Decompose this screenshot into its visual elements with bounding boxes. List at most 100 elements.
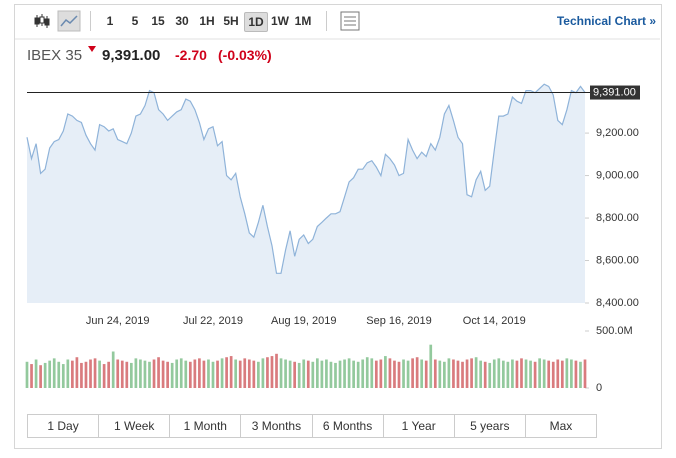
volume-bar: [356, 361, 360, 388]
volume-bar: [547, 360, 551, 388]
range-button[interactable]: 1 Day: [47, 419, 79, 433]
volume-bar: [420, 359, 424, 388]
range-buttons: 1 Day 1 Week 1 Month 3 Months 6 Months 1 Year…: [27, 414, 597, 438]
range-button[interactable]: 5 years: [453, 415, 525, 437]
volume-bar: [193, 359, 197, 388]
volume-bar: [343, 359, 346, 388]
volume-bar: [529, 360, 532, 388]
volume-bar: [511, 359, 514, 388]
volume-bar: [43, 362, 47, 388]
volume-bar: [66, 359, 70, 388]
volume-bar: [470, 358, 473, 388]
volume-bar: [506, 361, 510, 388]
volume-bar: [139, 359, 142, 388]
interval-button[interactable]: 1: [106, 14, 114, 28]
interval-button[interactable]: 30: [175, 14, 189, 28]
volume-bar: [75, 357, 79, 388]
interval-button[interactable]: 1M: [294, 14, 312, 28]
volume-bar: [315, 358, 319, 388]
volume-bar: [538, 358, 541, 388]
volume-bar: [433, 359, 437, 388]
range-button[interactable]: 1 Year: [382, 415, 454, 437]
volume-bar: [107, 361, 111, 388]
volume-bar: [57, 361, 61, 388]
volume-bar: [329, 361, 333, 388]
volume-bar: [84, 361, 88, 388]
volume-bar: [302, 359, 306, 388]
volume-bar: [447, 358, 451, 388]
volume-bar: [443, 361, 446, 388]
area-fill: [27, 84, 585, 303]
volume-bar: [497, 358, 501, 388]
interval-button[interactable]: 1D: [244, 12, 268, 32]
x-tick-label: Aug 19, 2019: [271, 315, 336, 327]
volume-bar: [379, 359, 383, 388]
interval-button[interactable]: 1H: [199, 14, 215, 28]
volume-bar: [211, 361, 215, 388]
volume-bar: [583, 359, 587, 388]
range-button[interactable]: 1 Month: [169, 415, 240, 437]
volume-bar: [533, 361, 537, 388]
volume-bar: [515, 360, 519, 388]
volume-bar: [565, 358, 569, 388]
volume-bar: [148, 361, 151, 388]
interval-button[interactable]: 15: [151, 14, 165, 28]
price-line: [26, 83, 586, 274]
technical-chart-link[interactable]: Technical Chart »: [556, 14, 656, 28]
volume-bar: [143, 360, 147, 388]
volume-bar: [297, 362, 301, 388]
toolbar-icons: [15, 10, 660, 40]
volume-bar: [461, 361, 464, 388]
line-icon[interactable]: [57, 10, 81, 32]
volume-bar: [270, 356, 274, 388]
interval-button[interactable]: 5H: [223, 14, 239, 28]
volume-bar: [25, 361, 29, 388]
y-tick-label: 8,400.00: [596, 297, 639, 309]
separator: [90, 11, 91, 31]
volume-bar: [116, 359, 120, 388]
volume-bar: [61, 364, 65, 388]
volume-bar: [279, 358, 283, 388]
volume-bar: [152, 359, 156, 388]
interval-button[interactable]: 1W: [271, 14, 289, 28]
volume-bar: [334, 362, 337, 388]
range-button[interactable]: 1 Week: [98, 415, 169, 437]
index-name: IBEX 35: [27, 47, 83, 64]
x-tick-label: Sep 16, 2019: [366, 315, 431, 327]
volume-bar: [39, 365, 42, 388]
volume-bar: [247, 359, 251, 388]
volume-bar: [501, 360, 505, 388]
volume-bar: [288, 360, 292, 388]
volume-bar: [325, 359, 328, 388]
volume-bar: [48, 360, 52, 388]
range-button[interactable]: Max: [524, 415, 596, 437]
price: 9,391.00: [102, 47, 161, 64]
volume-bar: [166, 361, 169, 388]
volume-bar: [524, 359, 528, 388]
volume-bar: [243, 358, 247, 388]
volume-bar: [179, 358, 183, 388]
volume-bar: [488, 362, 492, 388]
volume-bar: [411, 358, 414, 388]
line-icon-glyph: [60, 15, 78, 27]
volume-bar: [129, 362, 133, 388]
volume-bar: [406, 360, 410, 388]
volume-bar: [370, 358, 374, 388]
volume-bar: [456, 360, 460, 388]
range-button[interactable]: 3 Months: [240, 415, 311, 437]
range-button[interactable]: 6 Months: [311, 415, 383, 437]
volume-bar: [188, 361, 192, 388]
volume-bar: [89, 359, 92, 388]
candle-icon[interactable]: [34, 14, 50, 28]
chart: Investing.com8,400.008,600.008,800.009,0…: [25, 83, 640, 394]
volume-bar: [170, 362, 174, 388]
volume-bar: [184, 360, 188, 388]
volume-bar: [257, 361, 260, 388]
volume-bar: [198, 358, 201, 388]
interval-button[interactable]: 5: [131, 14, 139, 28]
volume-bar: [175, 359, 179, 388]
volume-bar: [252, 360, 256, 388]
volume-bar: [479, 360, 483, 388]
volume-bar: [556, 359, 560, 388]
